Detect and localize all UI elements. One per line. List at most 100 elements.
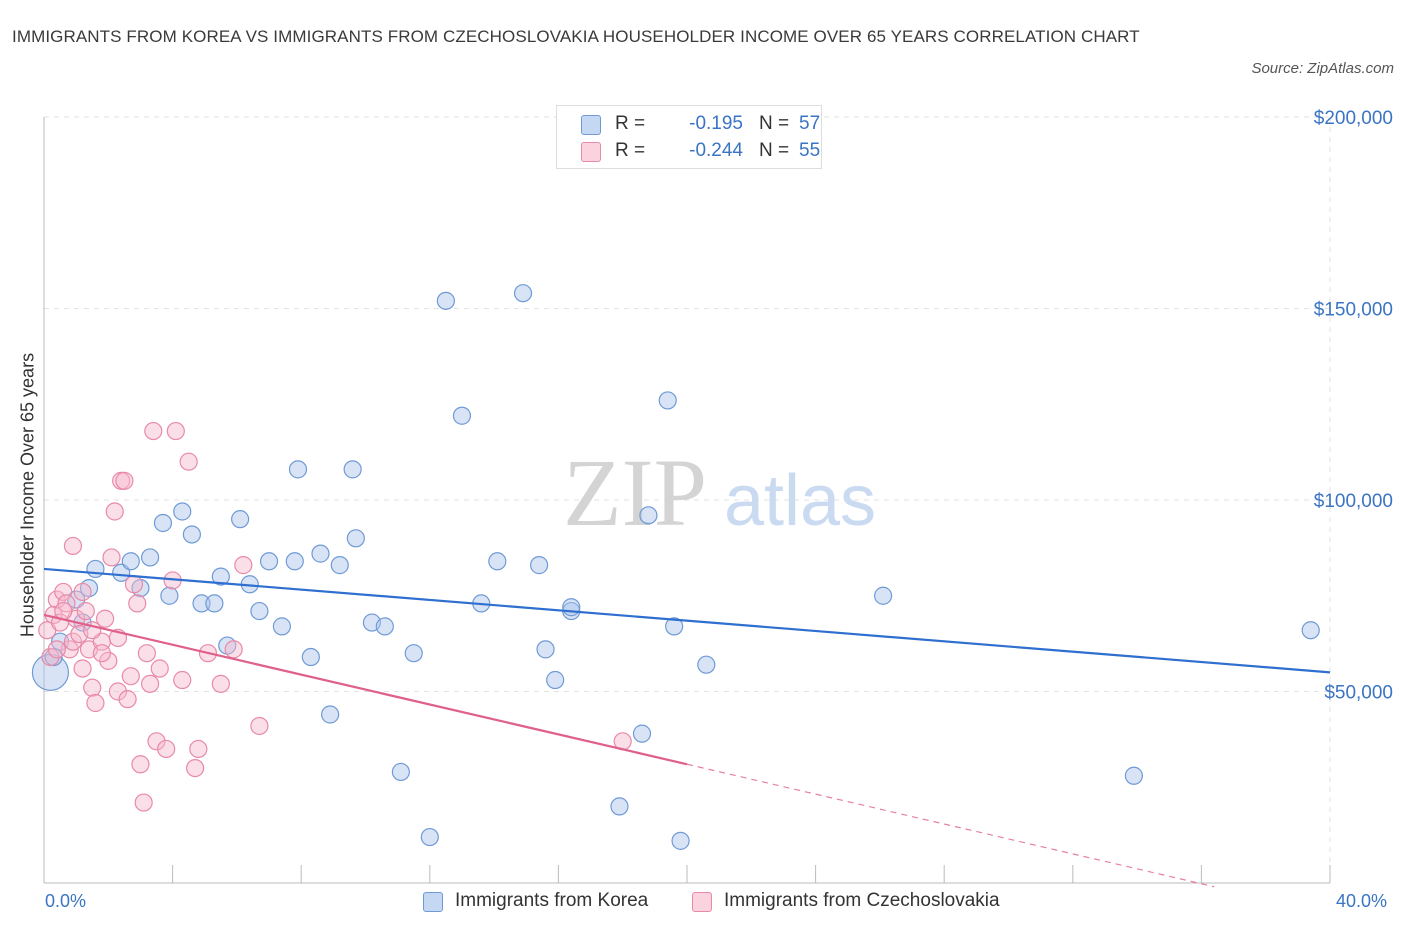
korea-point xyxy=(86,559,105,579)
legend-n-label: N = xyxy=(759,113,790,134)
czech-point xyxy=(124,575,144,594)
czech-point xyxy=(189,739,208,759)
czech-point xyxy=(128,594,147,613)
y-tick-label: $100,000 xyxy=(1314,491,1393,512)
korea-point xyxy=(546,670,565,690)
watermark-zip: ZIP xyxy=(563,439,707,546)
korea-point xyxy=(874,586,893,605)
czech-point xyxy=(250,716,269,736)
czech-point xyxy=(144,421,163,441)
legend-r-value-czech: -0.244 xyxy=(689,140,743,161)
korea-point xyxy=(404,644,423,663)
korea-point xyxy=(671,831,690,850)
korea-point xyxy=(160,586,179,605)
korea-point xyxy=(288,460,308,479)
korea-point xyxy=(436,291,455,310)
korea-point xyxy=(311,544,330,563)
korea-point xyxy=(330,556,349,575)
czech-point xyxy=(234,556,253,575)
axes xyxy=(43,117,1331,884)
czech-point xyxy=(224,640,243,659)
y-tick-label: $200,000 xyxy=(1314,108,1393,129)
korea-point xyxy=(452,406,472,425)
korea-point xyxy=(530,556,549,575)
czech-point xyxy=(137,644,156,663)
series-name-korea: Immigrants from Korea xyxy=(455,890,649,911)
czech-point xyxy=(54,582,73,602)
korea-point xyxy=(140,548,160,567)
legend-r-label: R = xyxy=(615,113,646,134)
chart-title: IMMIGRANTS FROM KOREA VS IMMIGRANTS FROM… xyxy=(12,27,1140,46)
korea-point xyxy=(182,525,201,544)
y-tick-label: $50,000 xyxy=(1324,683,1393,704)
korea-point xyxy=(153,513,173,533)
czech-point xyxy=(173,670,192,690)
czech-point xyxy=(121,667,140,686)
czech-point xyxy=(108,682,128,701)
czech-point xyxy=(115,471,134,490)
korea-point xyxy=(658,391,677,410)
korea-point xyxy=(1301,621,1320,640)
korea-point xyxy=(343,460,362,479)
czech-point xyxy=(76,601,95,621)
y-tick-labels: $200,000 $150,000 $100,000 $50,000 xyxy=(1314,108,1393,704)
korea-point xyxy=(192,594,211,613)
czech-point xyxy=(211,674,230,693)
korea-point xyxy=(301,647,320,667)
legend-n-label: N = xyxy=(759,140,790,161)
korea-point xyxy=(697,655,716,674)
legend-r-value-korea: -0.195 xyxy=(689,113,743,134)
series-name-czech: Immigrants from Czechoslovakia xyxy=(724,890,1000,911)
czech-point xyxy=(140,674,160,693)
korea-point xyxy=(259,552,279,571)
korea-trend-line xyxy=(43,567,1331,674)
czech-point xyxy=(118,690,137,709)
korea-point xyxy=(272,617,292,636)
korea-point xyxy=(211,567,230,586)
korea-point xyxy=(391,762,410,782)
korea-point xyxy=(513,284,533,303)
czech-point xyxy=(86,693,105,713)
legend-n-value-korea: 57 xyxy=(799,113,821,134)
trend-lines xyxy=(43,567,1331,888)
korea-point xyxy=(420,827,439,847)
czech-point xyxy=(73,659,92,678)
korea-point xyxy=(536,640,555,659)
korea-point xyxy=(250,601,269,621)
korea-point xyxy=(632,724,652,743)
czech-trend-extension xyxy=(686,763,1215,888)
korea-point xyxy=(121,552,140,571)
korea-point xyxy=(488,552,507,571)
y-tick-label: $150,000 xyxy=(1314,300,1393,321)
korea-point xyxy=(173,502,192,521)
y-axis-label: Householder Income Over 65 years xyxy=(17,352,38,638)
czech-point xyxy=(147,732,166,751)
watermark: ZIP atlas xyxy=(563,439,876,546)
korea-point xyxy=(205,594,224,613)
korea-point xyxy=(1124,766,1143,785)
czech-point xyxy=(92,644,111,663)
legend-swatch-czech xyxy=(581,142,601,162)
czech-point xyxy=(83,678,102,697)
czech-point xyxy=(95,609,115,628)
x-axis-max-label: 40.0% xyxy=(1336,891,1388,911)
legend-n-value-czech: 55 xyxy=(799,140,821,161)
czech-point xyxy=(47,640,66,659)
czech-point xyxy=(102,548,121,567)
czech-trend-line xyxy=(43,613,688,766)
czech-point xyxy=(186,758,205,778)
korea-point xyxy=(346,529,365,548)
korea-point xyxy=(610,797,629,816)
x-axis-min-label: 0.0% xyxy=(45,891,87,911)
czech-point xyxy=(131,755,150,774)
czech-point xyxy=(63,536,83,556)
czech-point xyxy=(179,452,198,471)
korea-point xyxy=(639,506,658,525)
korea-point xyxy=(321,705,340,724)
korea-point xyxy=(231,510,250,529)
czech-point xyxy=(73,582,92,602)
czech-point xyxy=(105,502,124,521)
legend-swatch-korea xyxy=(581,115,601,135)
source-credit: Source: ZipAtlas.com xyxy=(1251,60,1394,77)
